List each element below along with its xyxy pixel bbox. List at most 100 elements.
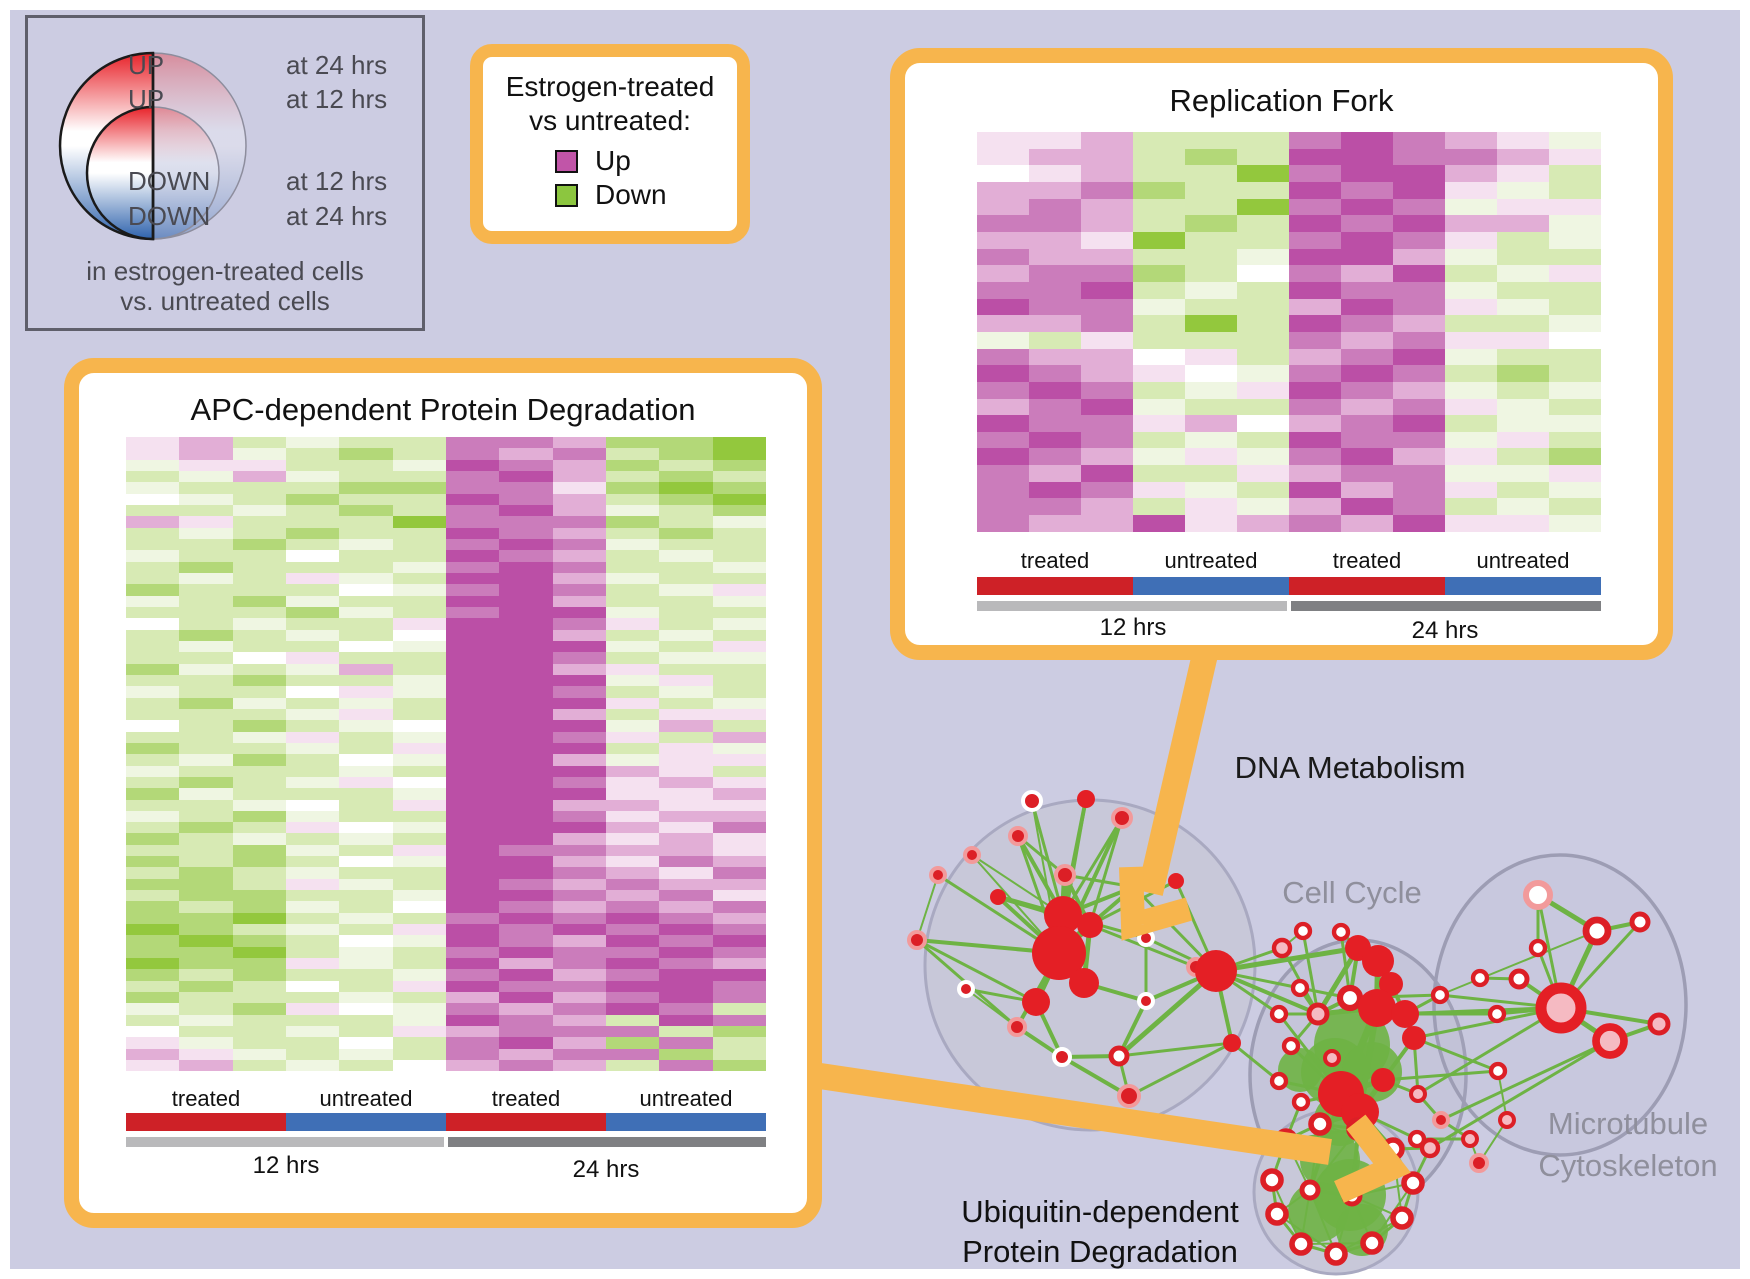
- heatmap-cell: [605, 1060, 660, 1072]
- heatmap-cell: [232, 867, 286, 879]
- heatmap-cell: [179, 652, 233, 664]
- heatmap-cell: [1549, 298, 1601, 316]
- heatmap-cell: [712, 754, 766, 766]
- heatmap-cell: [445, 606, 500, 619]
- heatmap-cell: [126, 935, 180, 947]
- heatmap-cell: [605, 504, 660, 517]
- heatmap-cell: [232, 437, 286, 449]
- heatmap-cell: [339, 1003, 393, 1015]
- heatmap-row: [977, 331, 1601, 349]
- heatmap-cell: [339, 538, 393, 551]
- heatmap-cell: [659, 980, 713, 993]
- legend-up-inner-time: at 12 hrs: [286, 84, 388, 114]
- network-node: [1069, 968, 1099, 998]
- heatmap-cell: [126, 504, 180, 517]
- heatmap-cell: [1549, 165, 1601, 182]
- heatmap-cell: [977, 148, 1029, 166]
- heatmap-cell: [977, 515, 1029, 532]
- heatmap-cell: [445, 640, 500, 653]
- heatmap-cell: [1445, 465, 1497, 482]
- heatmap-cell: [712, 946, 766, 959]
- heatmap-cell: [1341, 365, 1393, 382]
- heatmap-cell: [1133, 248, 1185, 266]
- heatmap-cell: [1341, 498, 1393, 516]
- heatmap-row: [126, 708, 766, 721]
- heatmap-cell: [659, 924, 713, 936]
- heatmap-cell: [1133, 281, 1185, 299]
- heatmap-cell: [605, 674, 660, 687]
- heatmap-cell: [712, 584, 766, 596]
- network-node: [1469, 1153, 1489, 1173]
- heatmap-cell: [1341, 248, 1393, 266]
- apc-24hrs-bar: [448, 1137, 766, 1147]
- network-node: [1291, 1092, 1311, 1112]
- heatmap-cell: [499, 550, 553, 562]
- heatmap-cell: [1549, 248, 1601, 266]
- heatmap-cell: [339, 844, 393, 857]
- down-color-swatch: [555, 184, 578, 207]
- arrow-apc-to-ubiquitin-shaft: [818, 1063, 1332, 1165]
- heatmap-cell: [1445, 181, 1497, 199]
- heatmap-cell: [499, 935, 553, 947]
- heatmap-cell: [1081, 181, 1133, 199]
- heatmap-cell: [1029, 248, 1081, 266]
- network-edge: [1060, 1055, 1131, 1098]
- heatmap-cell: [126, 822, 180, 834]
- heatmap-cell: [126, 980, 180, 993]
- heatmap-cell: [499, 663, 553, 675]
- heatmap-cell: [392, 822, 446, 834]
- heatmap-cell: [659, 697, 713, 709]
- heatmap-cell: [445, 652, 500, 664]
- heatmap-row: [977, 515, 1601, 532]
- heatmap-cell: [285, 686, 340, 698]
- heatmap-cell: [1445, 515, 1497, 532]
- heatmap-cell: [339, 946, 393, 959]
- heatmap-row: [126, 697, 766, 709]
- heatmap-cell: [339, 1060, 393, 1072]
- heatmap-cell: [1497, 465, 1549, 482]
- heatmap-row: [126, 561, 766, 573]
- heatmap-cell: [339, 1014, 393, 1027]
- heatmap-cell: [445, 1060, 500, 1072]
- heatmap-row: [977, 498, 1601, 516]
- apc-untreated-bar-12: [286, 1113, 446, 1131]
- rf-treated-bar-24: [1289, 577, 1445, 595]
- heatmap-cell: [1289, 181, 1341, 199]
- heatmap-cell: [392, 584, 446, 596]
- heatmap-cell: [1393, 215, 1445, 232]
- heatmap-cell: [499, 674, 553, 687]
- heatmap-cell: [552, 1048, 606, 1061]
- heatmap-cell: [179, 958, 233, 970]
- heatmap-cell: [339, 912, 393, 925]
- heatmap-cell: [285, 1048, 340, 1061]
- heatmap-cell: [1289, 148, 1341, 166]
- heatmap-row: [126, 720, 766, 732]
- heatmap-cell: [179, 867, 233, 879]
- edge-bundle-blob: [1278, 1048, 1322, 1092]
- heatmap-cell: [659, 1014, 713, 1027]
- heatmap-cell: [392, 493, 446, 505]
- heatmap-cell: [285, 561, 340, 573]
- heatmap-cell: [1393, 481, 1445, 499]
- heatmap-cell: [392, 776, 446, 789]
- heatmap-cell: [1497, 215, 1549, 232]
- heatmap-row: [126, 912, 766, 925]
- heatmap-cell: [285, 584, 340, 596]
- heatmap-cell: [126, 652, 180, 664]
- heatmap-cell: [712, 720, 766, 732]
- heatmap-cell: [445, 561, 500, 573]
- apc-treated-bar-24: [446, 1113, 606, 1131]
- heatmap-cell: [1029, 298, 1081, 316]
- heatmap-cell: [1029, 198, 1081, 216]
- heatmap-cell: [179, 1060, 233, 1072]
- heatmap-cell: [392, 470, 446, 483]
- heatmap-cell: [552, 1026, 606, 1038]
- heatmap-cell: [445, 584, 500, 596]
- heatmap-cell: [445, 901, 500, 913]
- heatmap-cell: [1549, 381, 1601, 399]
- heatmap-cell: [1445, 381, 1497, 399]
- heatmap-cell: [285, 822, 340, 834]
- heatmap-cell: [552, 459, 606, 471]
- heatmap-cell: [392, 788, 446, 800]
- heatmap-cell: [179, 833, 233, 845]
